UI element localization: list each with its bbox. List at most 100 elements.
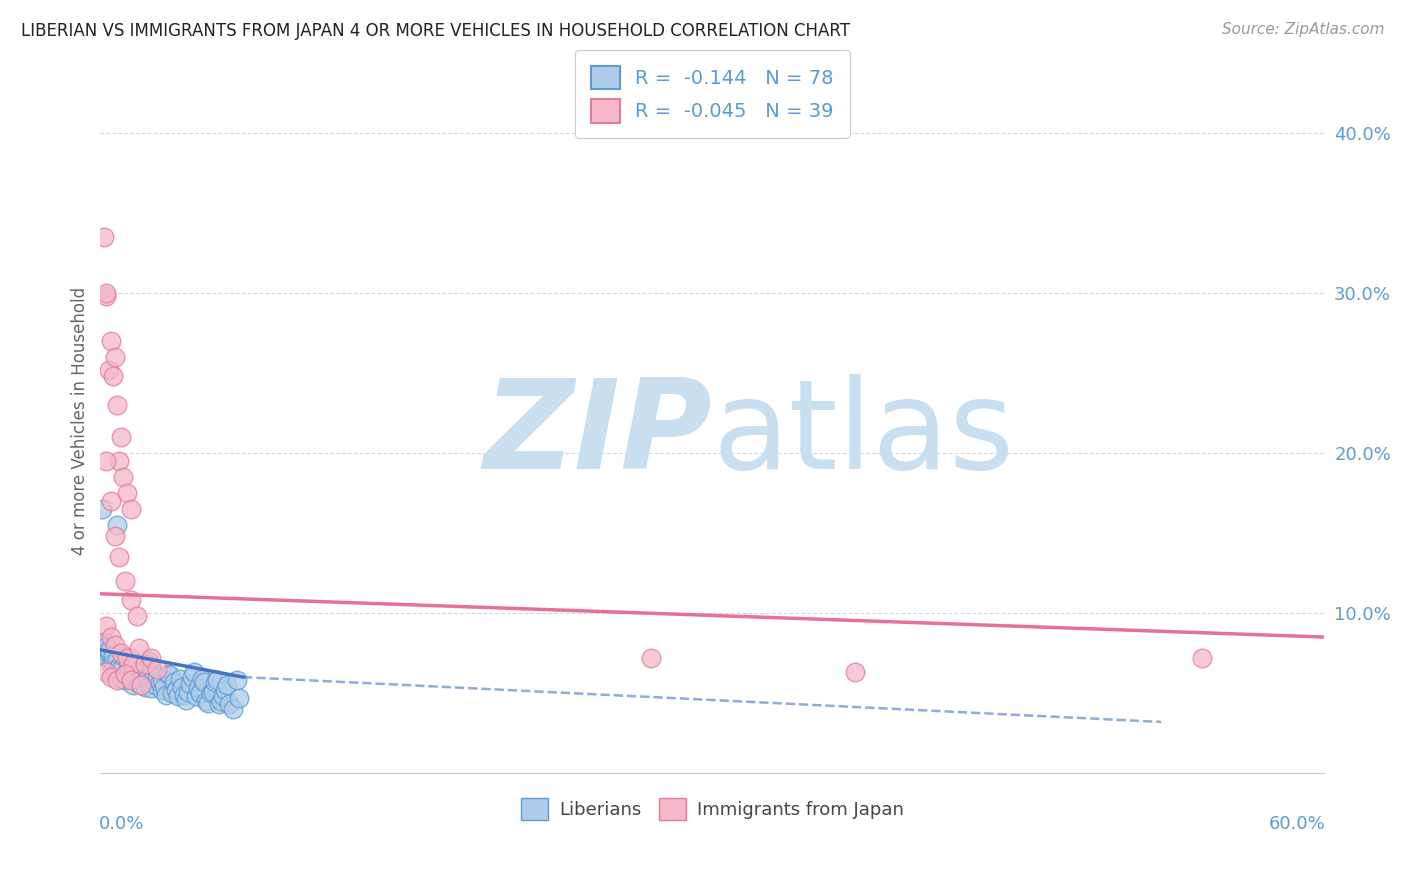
Point xyxy=(107,660,129,674)
Point xyxy=(197,696,219,710)
Point xyxy=(96,640,118,654)
Point xyxy=(125,609,148,624)
Point xyxy=(150,682,173,697)
Text: 0.0%: 0.0% xyxy=(100,815,145,833)
Point xyxy=(122,678,145,692)
Point xyxy=(120,651,142,665)
Point xyxy=(195,694,218,708)
Point xyxy=(96,649,118,664)
Point xyxy=(100,630,122,644)
Text: atlas: atlas xyxy=(713,375,1015,495)
Text: ZIP: ZIP xyxy=(484,375,713,495)
Point xyxy=(209,694,232,708)
Point xyxy=(104,666,127,681)
Point xyxy=(105,518,128,533)
Point xyxy=(101,656,124,670)
Point xyxy=(128,676,150,690)
Y-axis label: 4 or more Vehicles in Household: 4 or more Vehicles in Household xyxy=(72,287,89,555)
Point xyxy=(208,698,231,712)
Point xyxy=(96,619,118,633)
Point xyxy=(91,638,114,652)
Point xyxy=(105,652,128,666)
Point xyxy=(141,659,163,673)
Point xyxy=(120,593,142,607)
Point xyxy=(844,665,866,680)
Point xyxy=(129,678,152,692)
Point xyxy=(167,690,190,704)
Point xyxy=(93,635,115,649)
Point xyxy=(188,686,211,700)
Point xyxy=(640,651,662,665)
Point xyxy=(134,657,156,672)
Point xyxy=(120,502,142,516)
Point xyxy=(104,350,127,364)
Point xyxy=(187,681,209,696)
Point xyxy=(105,398,128,412)
Point xyxy=(181,670,204,684)
Point xyxy=(101,369,124,384)
Point xyxy=(226,673,249,688)
Point xyxy=(115,665,138,680)
Point xyxy=(124,668,146,682)
Text: LIBERIAN VS IMMIGRANTS FROM JAPAN 4 OR MORE VEHICLES IN HOUSEHOLD CORRELATION CH: LIBERIAN VS IMMIGRANTS FROM JAPAN 4 OR M… xyxy=(21,22,851,40)
Point xyxy=(204,674,226,689)
Point xyxy=(191,672,214,686)
Point xyxy=(122,657,145,672)
Text: 60.0%: 60.0% xyxy=(1268,815,1326,833)
Point xyxy=(174,692,197,706)
Point xyxy=(1191,651,1213,665)
Point xyxy=(193,674,215,689)
Point xyxy=(114,673,136,688)
Point xyxy=(110,430,132,444)
Point xyxy=(120,673,142,688)
Point xyxy=(169,672,191,686)
Point xyxy=(205,673,228,688)
Point xyxy=(115,651,138,665)
Point xyxy=(173,688,195,702)
Point xyxy=(111,649,134,664)
Point xyxy=(134,680,156,694)
Point xyxy=(107,454,129,468)
Point xyxy=(138,654,160,668)
Legend: Liberians, Immigrants from Japan: Liberians, Immigrants from Japan xyxy=(513,791,911,828)
Point xyxy=(146,670,169,684)
Point xyxy=(111,470,134,484)
Point xyxy=(93,229,115,244)
Point xyxy=(146,662,169,676)
Point xyxy=(120,670,142,684)
Point xyxy=(200,686,222,700)
Point xyxy=(104,638,127,652)
Point xyxy=(96,285,118,300)
Point xyxy=(110,662,132,676)
Point xyxy=(114,666,136,681)
Point xyxy=(155,688,177,702)
Point xyxy=(228,690,250,705)
Point xyxy=(150,673,173,688)
Point xyxy=(91,502,114,516)
Point xyxy=(100,494,122,508)
Point xyxy=(104,529,127,543)
Point xyxy=(145,678,167,692)
Point xyxy=(107,549,129,564)
Point xyxy=(186,690,208,704)
Point xyxy=(105,662,128,676)
Point xyxy=(114,574,136,588)
Point xyxy=(218,698,240,712)
Point xyxy=(101,648,124,662)
Point xyxy=(128,641,150,656)
Point xyxy=(110,672,132,686)
Point xyxy=(115,486,138,500)
Point xyxy=(129,673,152,688)
Point xyxy=(100,334,122,348)
Point xyxy=(165,682,187,697)
Point xyxy=(141,651,163,665)
Point xyxy=(163,674,186,689)
Point xyxy=(100,670,122,684)
Point xyxy=(93,644,115,658)
Point xyxy=(100,657,122,672)
Point xyxy=(136,672,159,686)
Point xyxy=(148,674,170,689)
Point xyxy=(222,702,245,716)
Point xyxy=(97,362,120,376)
Text: Source: ZipAtlas.com: Source: ZipAtlas.com xyxy=(1222,22,1385,37)
